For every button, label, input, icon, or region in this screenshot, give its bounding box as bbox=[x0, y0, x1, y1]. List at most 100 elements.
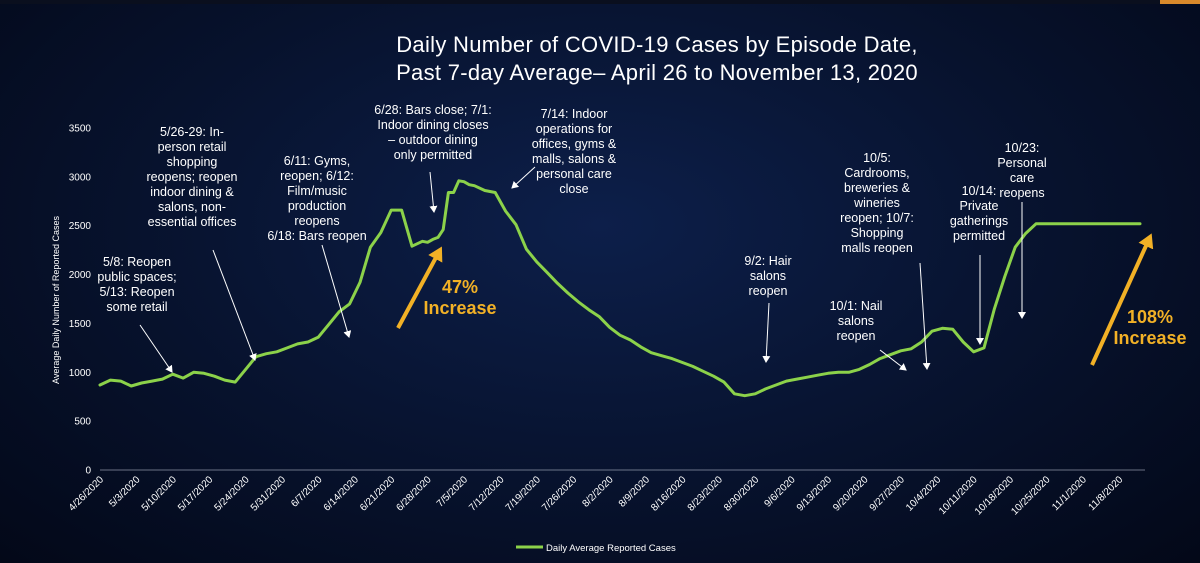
legend: Daily Average Reported Cases bbox=[516, 543, 676, 554]
annotation-line: reopen; 10/7: bbox=[840, 211, 914, 225]
increase-108-arrow bbox=[1090, 233, 1154, 366]
annotation: 6/11: Gyms,reopen; 6/12:Film/musicproduc… bbox=[267, 154, 366, 243]
top-bar bbox=[0, 0, 1200, 4]
y-tick-label: 3000 bbox=[69, 172, 92, 183]
y-tick-label: 0 bbox=[85, 466, 91, 477]
x-tick-label: 5/31/2020 bbox=[249, 474, 289, 514]
annotation-line: reopens bbox=[294, 214, 339, 228]
annotation-line: care bbox=[1010, 171, 1034, 185]
annotation-line: Personal bbox=[997, 156, 1046, 170]
x-tick-label: 4/26/2020 bbox=[67, 474, 107, 514]
annotation-line: indoor dining & bbox=[150, 185, 234, 199]
chart-title-line-1: Daily Number of COVID-19 Cases by Episod… bbox=[396, 32, 918, 57]
y-tick-label: 1500 bbox=[69, 319, 92, 330]
increase-callout-text: Increase bbox=[423, 298, 496, 318]
y-tick-label: 1000 bbox=[69, 368, 92, 379]
annotation-line: 10/1: Nail bbox=[830, 299, 883, 313]
x-tick-label: 8/23/2020 bbox=[686, 474, 726, 514]
x-tick-label: 6/21/2020 bbox=[358, 474, 398, 514]
x-tick-label: 8/2/2020 bbox=[580, 474, 616, 510]
annotation-line: only permitted bbox=[394, 148, 473, 162]
annotation-line: 6/18: Bars reopen bbox=[267, 229, 366, 243]
x-tick-label: 5/17/2020 bbox=[176, 474, 216, 514]
x-tick-label: 8/9/2020 bbox=[617, 474, 653, 510]
annotation-line: 9/2: Hair bbox=[744, 254, 791, 268]
annotation-line: 6/28: Bars close; 7/1: bbox=[374, 103, 491, 117]
arrow-5-8 bbox=[139, 324, 173, 373]
series-daily-average bbox=[98, 179, 1142, 398]
x-tick-label: 8/16/2020 bbox=[649, 474, 689, 514]
series-line bbox=[98, 179, 1142, 398]
increase-callouts: 47%Increase 108%Increase bbox=[423, 277, 1186, 348]
arrow-10-5 bbox=[919, 262, 931, 370]
annotation: 6/28: Bars close; 7/1:Indoor dining clos… bbox=[374, 103, 491, 162]
annotation-line: breweries & bbox=[844, 181, 911, 195]
y-axis-label: Average Daily Number of Reported Cases bbox=[51, 216, 61, 384]
annotation-line: reopen bbox=[837, 329, 876, 343]
annotation-line: malls, salons & bbox=[532, 152, 617, 166]
annotation-line: salons, non- bbox=[158, 200, 226, 214]
annotation-line: salons bbox=[838, 314, 874, 328]
annotation: 5/26-29: In-person retailshoppingreopens… bbox=[146, 125, 237, 229]
annotation-line: 5/26-29: In- bbox=[160, 125, 224, 139]
annotation-line: reopen; 6/12: bbox=[280, 169, 354, 183]
x-tick-label: 9/27/2020 bbox=[868, 474, 908, 514]
x-tick-label: 7/26/2020 bbox=[540, 474, 580, 514]
arrow-9-2 bbox=[762, 302, 771, 363]
x-tick-label: 6/28/2020 bbox=[394, 474, 434, 514]
x-tick-label: 11/8/2020 bbox=[1087, 474, 1126, 513]
annotation-line: operations for bbox=[536, 122, 612, 136]
annotation-line: 5/13: Reopen bbox=[99, 285, 174, 299]
x-tick-label: 5/24/2020 bbox=[212, 474, 252, 514]
annotation-line: production bbox=[288, 199, 346, 213]
annotation-line: 10/5: bbox=[863, 151, 891, 165]
annotation-line: offices, gyms & bbox=[532, 137, 617, 151]
y-tick-label: 3500 bbox=[69, 124, 92, 135]
annotation-line: 6/11: Gyms, bbox=[284, 154, 350, 168]
y-tick-label: 500 bbox=[74, 417, 91, 428]
top-bar-accent bbox=[1160, 0, 1200, 4]
annotation-line: wineries bbox=[853, 196, 900, 210]
increase-arrows bbox=[396, 233, 1154, 366]
increase-callout-text: 108% bbox=[1127, 307, 1173, 327]
y-tick-label: 2500 bbox=[69, 221, 92, 232]
increase-47-arrow bbox=[396, 246, 443, 329]
annotation-line: public spaces; bbox=[97, 270, 176, 284]
annotation-line: reopen bbox=[749, 284, 788, 298]
increase-callout-text: 47% bbox=[442, 277, 478, 297]
annotation-line: person retail bbox=[158, 140, 227, 154]
annotation-arrows bbox=[139, 166, 1026, 373]
x-tick-label: 5/3/2020 bbox=[107, 474, 143, 510]
legend-label: Daily Average Reported Cases bbox=[546, 543, 676, 554]
x-tick-label: 6/7/2020 bbox=[289, 474, 325, 510]
annotation-line: Film/music bbox=[287, 184, 347, 198]
annotation-line: close bbox=[559, 182, 588, 196]
annotation-line: some retail bbox=[106, 300, 167, 314]
annotation-line: shopping bbox=[167, 155, 218, 169]
x-tick-label: 6/14/2020 bbox=[322, 474, 362, 514]
x-axis-ticks: 4/26/2020 5/3/20205/10/20205/17/20205/24/… bbox=[67, 474, 1126, 517]
x-tick-label: 7/19/2020 bbox=[504, 474, 544, 514]
x-tick-label: 9/6/2020 bbox=[762, 474, 798, 510]
annotation-line: salons bbox=[750, 269, 786, 283]
annotation-line: malls reopen bbox=[841, 241, 913, 255]
x-tick-label: 7/5/2020 bbox=[435, 474, 471, 510]
x-tick-label: 10/25/2020 bbox=[1009, 474, 1052, 517]
arrow-5-26 bbox=[212, 249, 257, 361]
annotation-line: personal care bbox=[536, 167, 612, 181]
x-tick-label: 9/13/2020 bbox=[795, 474, 835, 514]
annotation-line: Indoor dining closes bbox=[377, 118, 488, 132]
y-axis-ticks: 0 500 1000 1500 2000 2500 3000 3500 bbox=[69, 124, 92, 477]
arrow-7-14 bbox=[511, 166, 536, 189]
annotation-line: 5/8: Reopen bbox=[103, 255, 171, 269]
arrow-6-11 bbox=[321, 244, 352, 338]
y-tick-label: 2000 bbox=[69, 270, 92, 281]
annotation-line: 10/14: bbox=[962, 184, 997, 198]
